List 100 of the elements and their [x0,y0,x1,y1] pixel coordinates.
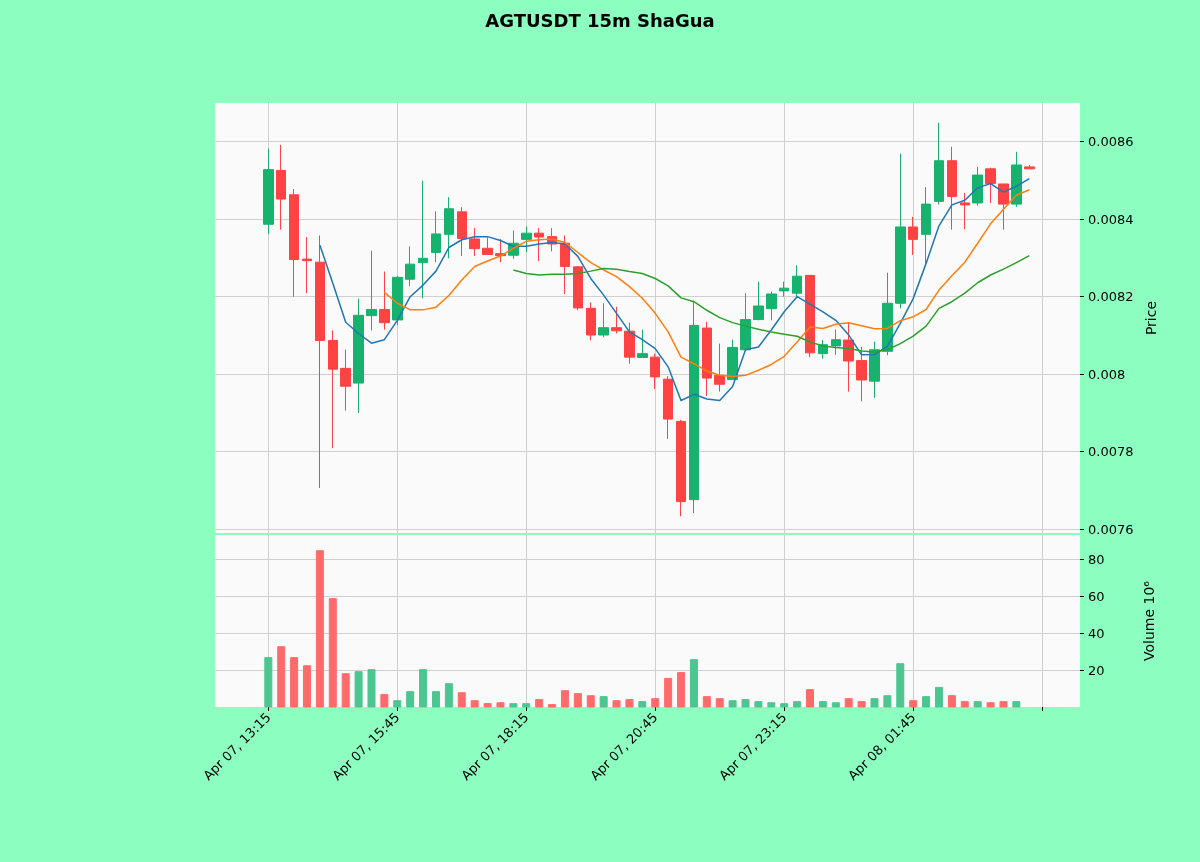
candlestick [689,300,699,514]
bar [548,704,557,708]
candlestick [831,329,841,356]
candlestick [921,186,931,264]
candlestick [869,341,880,399]
bar [535,699,544,708]
candlestick [457,206,467,257]
candlestick [444,196,454,259]
chart-title: AGTUSDT 15m ShaGua [485,9,715,31]
candlestick [366,250,377,331]
bar [934,686,943,708]
y-tick-label: 0.0082 [1088,289,1134,305]
candlestick [624,322,635,365]
bar [303,665,311,708]
bar [793,701,802,708]
bar [728,700,737,708]
bar [470,700,479,708]
candlestick [1011,151,1022,208]
candlestick [947,146,957,231]
bar [715,698,724,708]
bar [896,663,905,708]
bar [857,701,866,708]
bar [290,657,299,708]
y-tick-label: 20 [1088,662,1105,678]
candlestick [856,346,867,402]
bar [380,694,389,708]
candlestick [573,265,583,311]
candlestick [598,302,609,338]
bar [431,691,440,708]
bar [354,671,363,708]
candlestick [328,329,338,449]
candlestick [908,216,918,256]
bar [986,702,995,708]
candlestick [895,153,906,309]
bar [328,598,337,708]
y-tick-label: 0.0084 [1088,211,1134,227]
bar [677,672,686,708]
bar [612,700,621,708]
line-series [512,254,1031,353]
candlestick [753,281,764,321]
bar [638,701,647,708]
bar [741,699,750,708]
candlestick [676,419,686,517]
bar [922,696,931,708]
candlestick [934,122,944,205]
candlestick [263,148,274,235]
bar [560,690,569,708]
candlestick [960,192,970,230]
bar [831,702,840,708]
bar [960,701,969,708]
bar [702,696,711,708]
y-tick-label: 0.008 [1088,366,1126,382]
bar [947,695,956,708]
bar [406,691,415,708]
bar [883,695,892,708]
bar [393,700,402,708]
bar [483,703,492,708]
y-tick-label: 60 [1088,588,1105,604]
bar [844,698,853,708]
candlestick [702,321,712,397]
bar [625,699,634,708]
line-series [383,189,1031,378]
bar [651,698,660,708]
candlestick [586,302,596,341]
bar [457,692,466,708]
candlestick [469,227,480,257]
candlestick [560,234,570,295]
bar [780,703,789,708]
bar [522,703,531,708]
bar [909,700,918,708]
bar [870,698,879,708]
bar [664,677,673,708]
bar [754,701,763,708]
candlestick [431,210,441,263]
bar [264,657,273,708]
candlestick [379,271,390,331]
y-tick-label: 80 [1088,551,1105,567]
bar [496,702,505,708]
bar [599,696,608,708]
candlestick [405,245,415,287]
candlestick [805,274,815,358]
candlestick [418,180,428,299]
candlestick [534,227,544,262]
candlestick [637,329,648,359]
bar [586,695,595,708]
candlestick [727,339,738,381]
candlestick [611,306,622,334]
y-tick-label: 0.0076 [1088,521,1134,537]
bar [767,702,776,708]
bar [806,689,815,708]
candlestick [521,226,532,253]
bar [277,646,286,708]
candlestick [276,144,286,231]
y-tick-label: 0.0078 [1088,444,1134,460]
candlestick [766,291,777,321]
bar [367,669,376,708]
bar [419,669,428,708]
candlestick [1024,164,1035,170]
bar [509,703,518,708]
bar [999,701,1008,708]
